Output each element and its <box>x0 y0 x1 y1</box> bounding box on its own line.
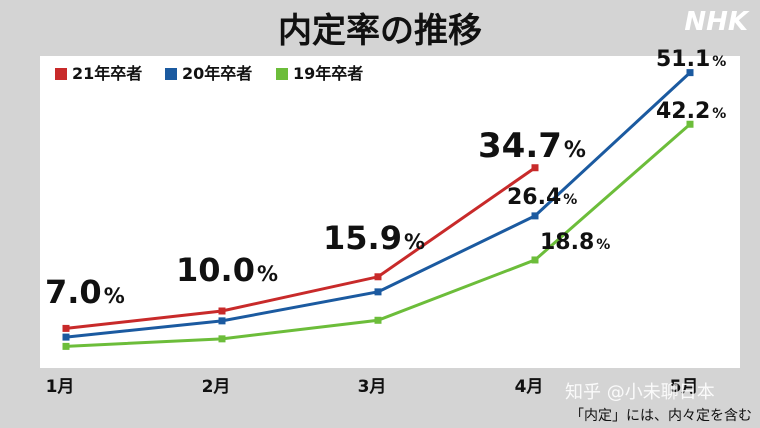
legend-item: 20年卒者 <box>165 64 252 83</box>
data-point <box>686 69 694 77</box>
data-point <box>218 335 226 343</box>
x-axis-ticks: 1月 2月 3月 4月 5月 <box>46 377 699 397</box>
data-point <box>218 307 226 315</box>
legend-item: 21年卒者 <box>55 64 142 83</box>
watermark: 知乎 @小未聊日本 <box>565 382 715 403</box>
series-line <box>65 166 536 330</box>
legend-label: 20年卒者 <box>182 64 252 83</box>
x-tick-label: 4月 <box>515 377 544 397</box>
legend-swatch <box>165 68 177 80</box>
x-tick-label: 2月 <box>202 377 231 397</box>
x-tick-label: 3月 <box>358 377 387 397</box>
data-point <box>62 342 70 350</box>
data-point <box>62 324 70 332</box>
x-tick-label: 5月 <box>670 377 699 397</box>
footnote: 「内定」には、内々定を含む <box>570 408 752 424</box>
legend-label: 21年卒者 <box>72 64 142 83</box>
data-point <box>374 273 382 281</box>
series-lines <box>62 69 694 350</box>
data-point <box>531 212 539 220</box>
data-label: 34.7% <box>478 126 586 166</box>
data-point <box>374 288 382 296</box>
data-label: 42.2% <box>656 99 726 124</box>
legend-swatch <box>55 68 67 80</box>
nhk-logo: NHK <box>684 7 750 37</box>
data-label: 18.8% <box>540 230 610 255</box>
data-point <box>531 164 539 172</box>
legend: 21年卒者 20年卒者 19年卒者 <box>55 64 363 83</box>
chart-title: 内定率の推移 <box>278 11 482 51</box>
data-label: 15.9% <box>323 219 425 257</box>
data-point <box>218 317 226 325</box>
data-point <box>62 333 70 341</box>
plot-panel <box>40 56 740 368</box>
legend-item: 19年卒者 <box>276 64 363 83</box>
data-label: 10.0% <box>176 251 278 289</box>
data-point <box>531 256 539 264</box>
legend-label: 19年卒者 <box>293 64 363 83</box>
data-labels: 7.0% 10.0% 15.9% 34.7% 26.4 % 51.1 % 18.8 % 42.2% <box>45 47 726 311</box>
data-point <box>374 316 382 324</box>
data-label: 26.4% <box>507 185 577 210</box>
legend-swatch <box>276 68 288 80</box>
data-point <box>686 120 694 128</box>
data-label: 51.1% <box>656 47 726 72</box>
x-tick-label: 1月 <box>46 377 75 397</box>
data-label: 7.0% <box>45 273 125 311</box>
